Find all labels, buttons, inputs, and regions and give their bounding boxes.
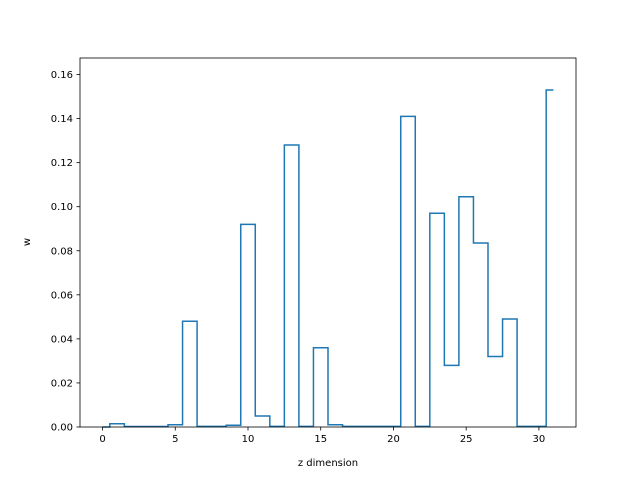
x-axis: 0 5 10 15 20 25 30 bbox=[99, 427, 545, 445]
data-series-line bbox=[102, 89, 554, 428]
x-tick-label: 30 bbox=[533, 434, 546, 445]
y-tick-label: 0.02 bbox=[51, 378, 73, 389]
y-tick-label: 0.08 bbox=[51, 246, 73, 257]
y-tick-label: 0.14 bbox=[51, 114, 73, 125]
y-axis: 0.00 0.02 0.04 0.06 0.08 0.10 0.12 0.14 0.16 bbox=[51, 70, 80, 434]
x-tick-label: 20 bbox=[387, 434, 400, 445]
x-axis-label: z dimension bbox=[298, 458, 358, 469]
y-tick-label: 0.04 bbox=[51, 334, 73, 345]
x-tick-label: 15 bbox=[314, 434, 327, 445]
y-axis-label: w bbox=[22, 238, 33, 246]
y-tick-label: 0.10 bbox=[51, 202, 73, 213]
x-tick-label: 25 bbox=[460, 434, 473, 445]
x-tick-label: 10 bbox=[242, 434, 255, 445]
x-tick-label: 5 bbox=[172, 434, 178, 445]
y-tick-label: 0.16 bbox=[51, 70, 73, 81]
axes-frame bbox=[79, 57, 577, 428]
y-tick-label: 0.06 bbox=[51, 290, 73, 301]
y-tick-label: 0.12 bbox=[51, 158, 73, 169]
x-tick-label: 0 bbox=[99, 434, 105, 445]
plot-area bbox=[102, 89, 554, 428]
y-tick-label: 0.00 bbox=[51, 423, 73, 434]
